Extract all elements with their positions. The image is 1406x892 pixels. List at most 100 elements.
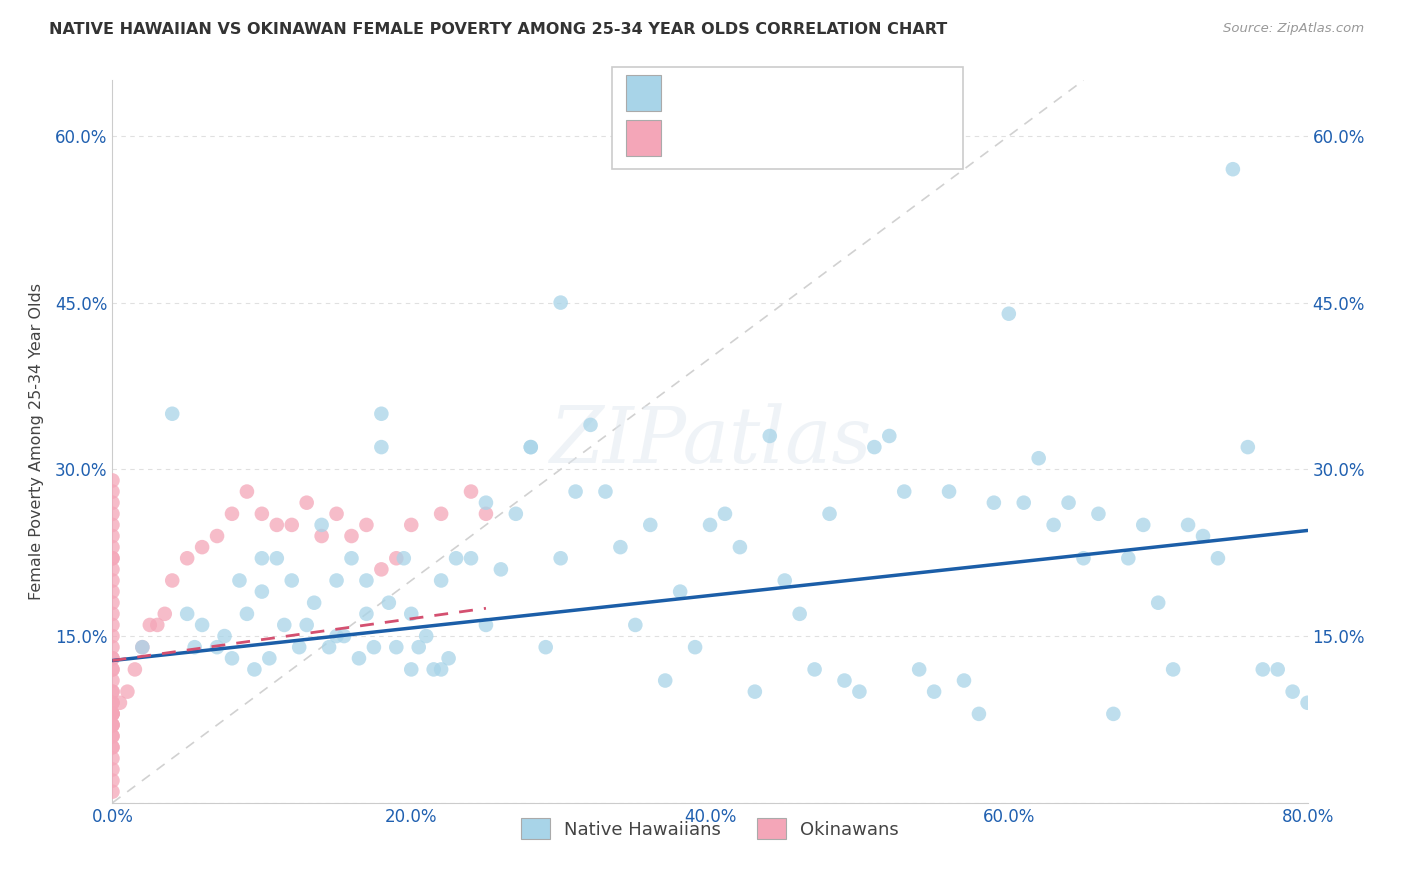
Point xyxy=(363,640,385,655)
Point xyxy=(101,596,124,610)
Point xyxy=(430,507,453,521)
Point xyxy=(460,551,482,566)
Point xyxy=(205,529,228,543)
Point xyxy=(139,618,162,632)
Point xyxy=(1057,496,1080,510)
Point xyxy=(101,574,124,588)
Point xyxy=(101,651,124,665)
Point xyxy=(683,640,706,655)
Point xyxy=(437,651,460,665)
Point xyxy=(1267,662,1289,676)
Point xyxy=(1132,517,1154,532)
Point xyxy=(325,574,347,588)
Point xyxy=(1012,496,1035,510)
Point xyxy=(101,706,124,721)
Text: N =: N = xyxy=(813,129,852,147)
Point xyxy=(356,574,378,588)
Point xyxy=(101,706,124,721)
Point xyxy=(1206,551,1229,566)
Point xyxy=(401,517,423,532)
Point xyxy=(340,551,363,566)
Point xyxy=(288,640,311,655)
Point xyxy=(302,596,325,610)
Point xyxy=(983,496,1005,510)
Point xyxy=(101,540,124,554)
Point xyxy=(595,484,617,499)
Point xyxy=(266,551,288,566)
Point xyxy=(191,540,214,554)
Point xyxy=(101,507,124,521)
Point xyxy=(579,417,602,432)
Point xyxy=(475,496,498,510)
Point xyxy=(1102,706,1125,721)
Point xyxy=(744,684,766,698)
Point xyxy=(281,574,304,588)
Bar xyxy=(626,75,661,111)
Point xyxy=(489,562,512,576)
Point xyxy=(162,574,183,588)
Point xyxy=(236,607,259,621)
Point xyxy=(250,584,273,599)
Point xyxy=(259,651,281,665)
Point xyxy=(176,551,198,566)
Point xyxy=(654,673,676,688)
Point xyxy=(1147,596,1170,610)
Point xyxy=(699,517,721,532)
Text: Source: ZipAtlas.com: Source: ZipAtlas.com xyxy=(1223,22,1364,36)
Point xyxy=(505,507,527,521)
Point xyxy=(236,484,259,499)
Point xyxy=(273,618,295,632)
Point xyxy=(640,517,662,532)
Point xyxy=(370,562,392,576)
Point xyxy=(609,540,631,554)
Point xyxy=(101,496,124,510)
Point xyxy=(101,718,124,732)
Point xyxy=(205,640,228,655)
Point xyxy=(101,696,124,710)
Text: R =: R = xyxy=(675,84,714,102)
Point xyxy=(534,640,557,655)
Point xyxy=(101,551,124,566)
Point xyxy=(430,574,453,588)
Point xyxy=(183,640,205,655)
Point xyxy=(356,517,378,532)
Point xyxy=(564,484,586,499)
Point xyxy=(550,295,572,310)
Point xyxy=(340,529,363,543)
Point xyxy=(101,751,124,765)
Bar xyxy=(626,120,661,156)
Text: N =: N = xyxy=(813,84,852,102)
Point xyxy=(444,551,467,566)
Point xyxy=(401,662,423,676)
Point xyxy=(101,718,124,732)
Point xyxy=(131,640,153,655)
Point xyxy=(311,529,333,543)
Point xyxy=(347,651,370,665)
Point xyxy=(1281,684,1303,698)
Point xyxy=(401,607,423,621)
Point xyxy=(325,507,347,521)
Point xyxy=(714,507,737,521)
FancyBboxPatch shape xyxy=(612,67,963,169)
Point xyxy=(101,607,124,621)
Point xyxy=(101,517,124,532)
Point xyxy=(520,440,543,454)
Point xyxy=(475,507,498,521)
Point xyxy=(422,662,444,676)
Point xyxy=(1028,451,1050,466)
Point xyxy=(101,684,124,698)
Point xyxy=(624,618,647,632)
Point xyxy=(953,673,976,688)
Point xyxy=(243,662,266,676)
Point xyxy=(221,507,243,521)
Point xyxy=(318,640,340,655)
Point xyxy=(101,662,124,676)
Point xyxy=(475,618,498,632)
Point xyxy=(325,629,347,643)
Point xyxy=(848,684,870,698)
Point xyxy=(101,562,124,576)
Text: 104: 104 xyxy=(876,84,910,102)
Point xyxy=(101,718,124,732)
Point xyxy=(415,629,437,643)
Point xyxy=(1118,551,1140,566)
